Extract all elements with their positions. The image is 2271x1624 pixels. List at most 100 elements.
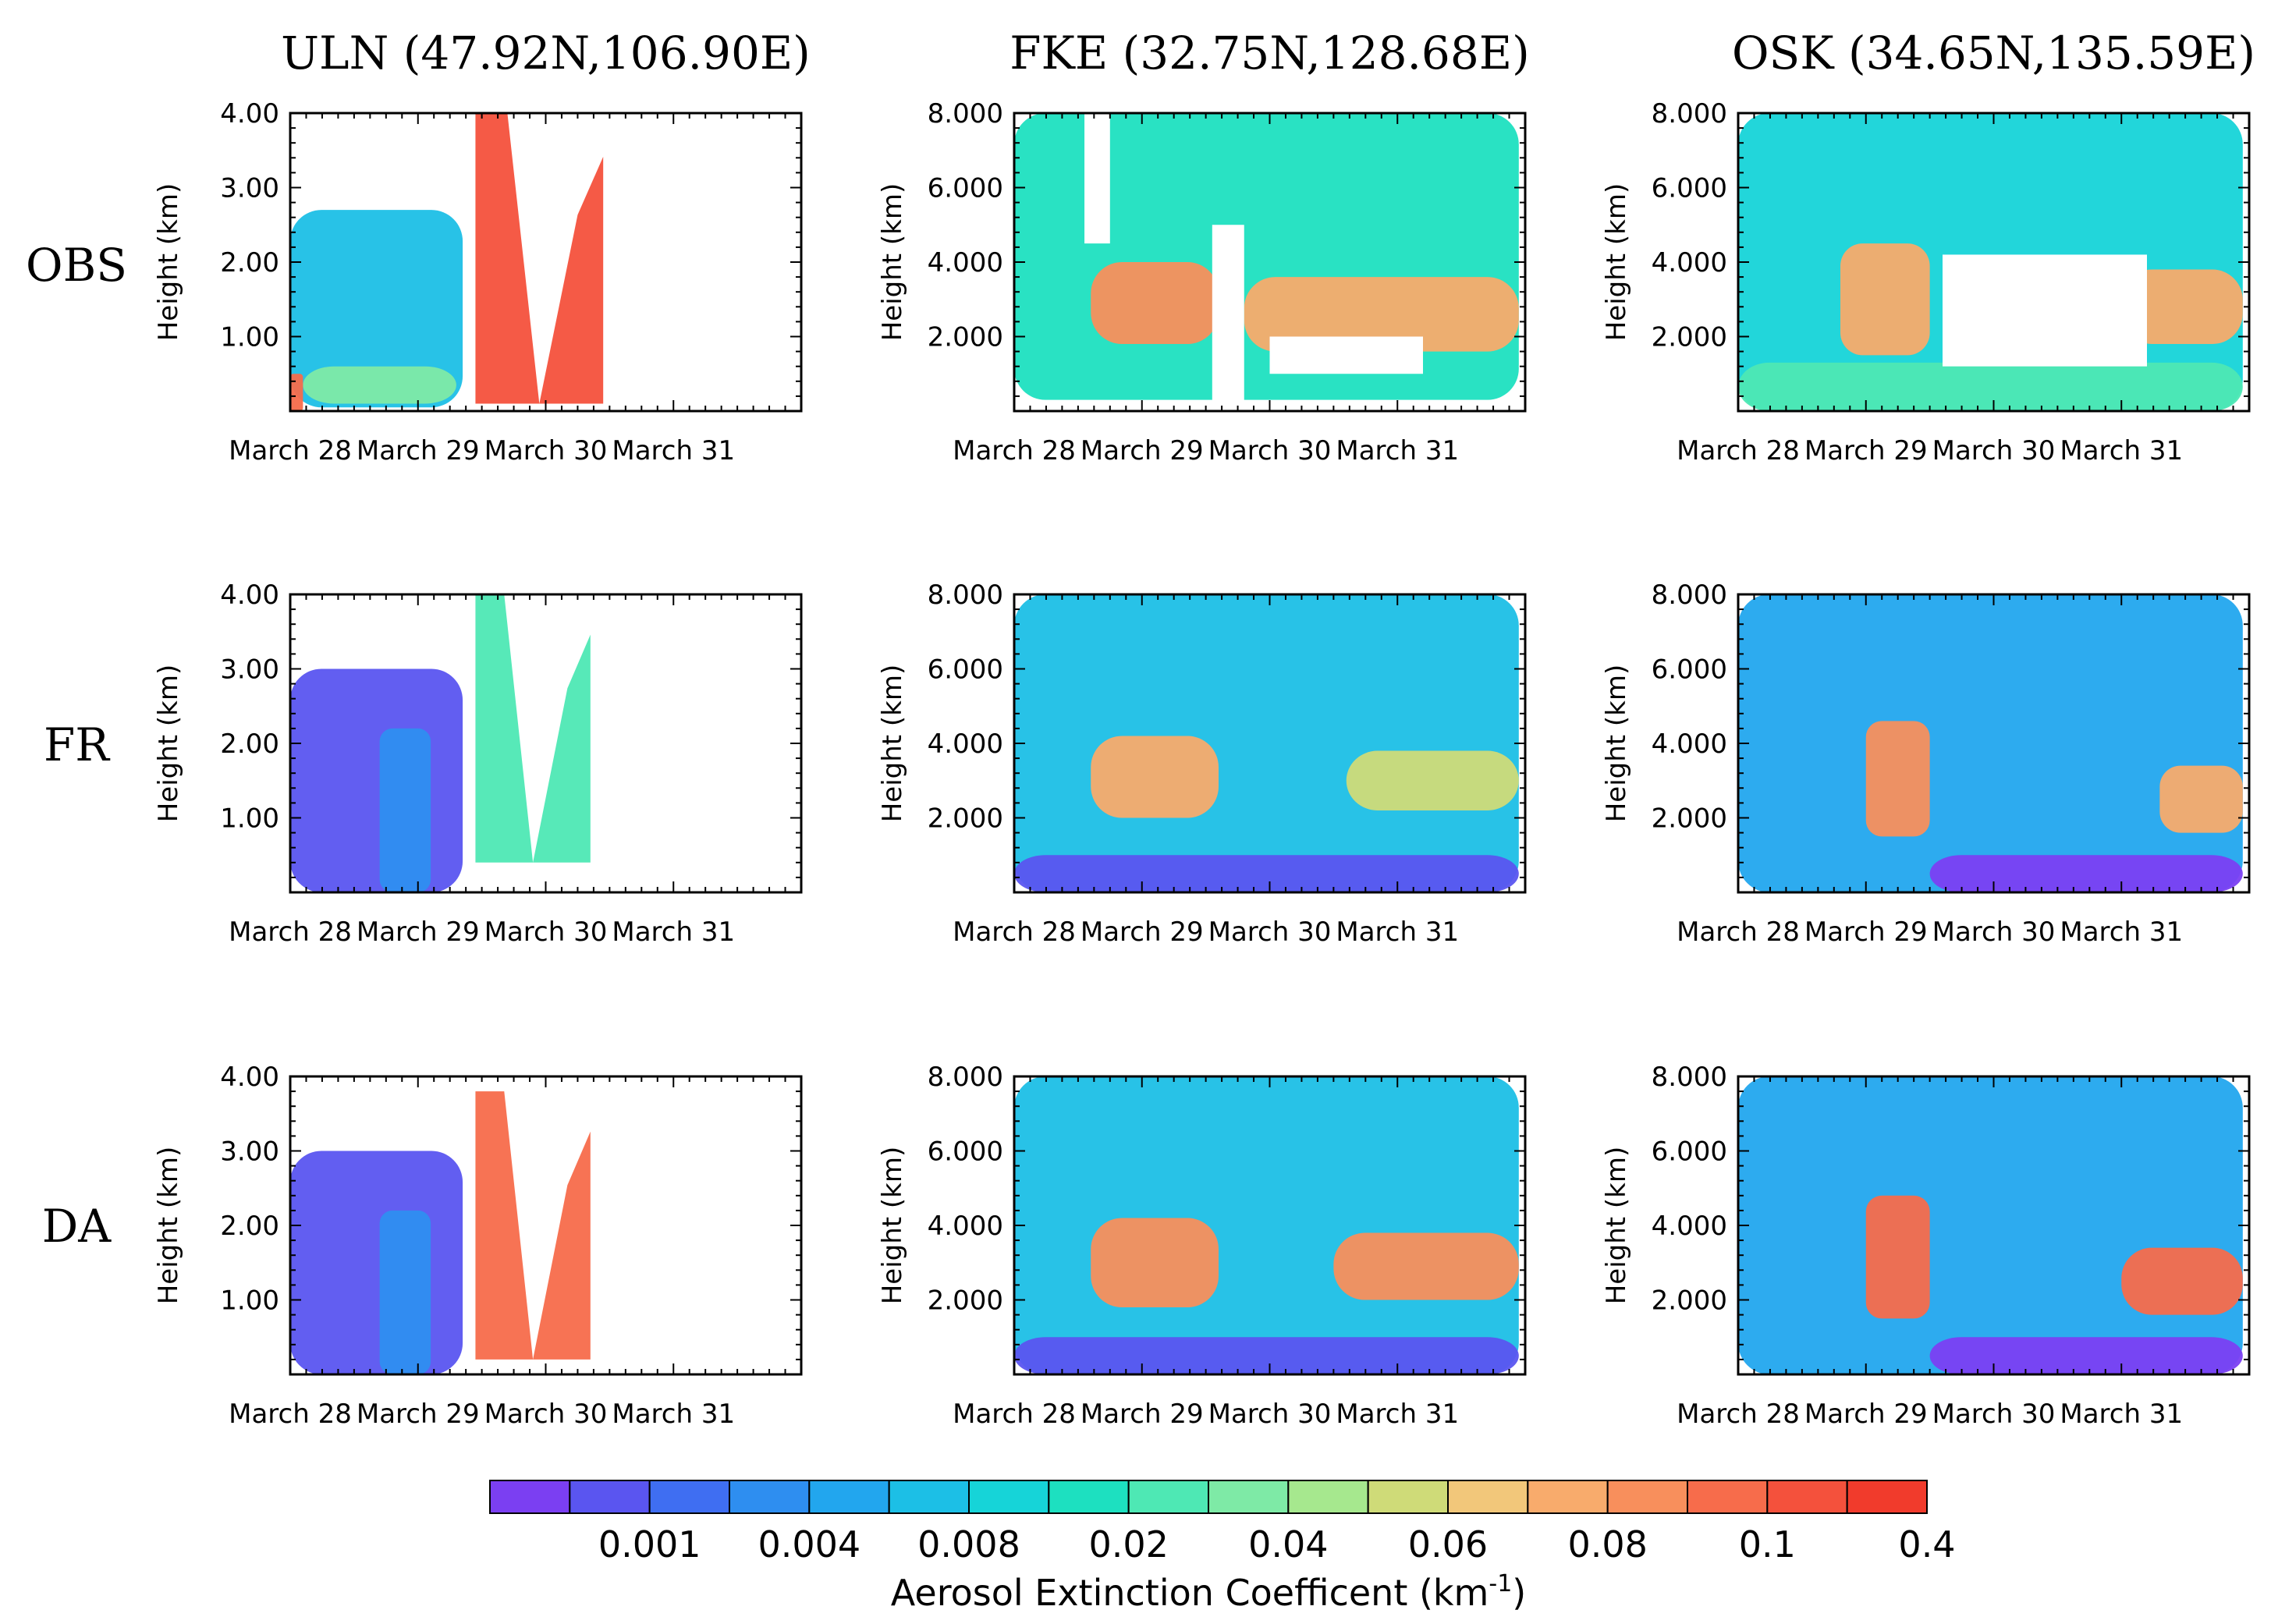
x-tick-label: March 31	[1336, 1399, 1459, 1430]
x-tick-label: March 30	[1932, 435, 2056, 466]
y-axis-label: Height (km)	[153, 1147, 184, 1305]
x-tick-label: March 29	[1080, 917, 1204, 948]
y-tick-label: 2.000	[1652, 1285, 1727, 1317]
aerosol-layer	[379, 1210, 431, 1374]
aerosol-plume	[475, 594, 591, 863]
y-axis-label: Height (km)	[153, 665, 184, 823]
aerosol-layer	[1014, 594, 1519, 892]
x-tick-label: March 30	[484, 917, 608, 948]
x-tick-label: March 29	[1804, 917, 1928, 948]
aerosol-layer	[1014, 1076, 1519, 1374]
y-tick-label: 8.000	[928, 98, 1003, 129]
colorbar-label: 0.08	[1567, 1523, 1647, 1565]
x-tick-label: March 29	[1080, 435, 1204, 466]
x-tick-label: March 30	[484, 435, 608, 466]
y-tick-label: 8.000	[1652, 98, 1727, 129]
x-tick-label: March 31	[612, 917, 735, 948]
y-tick-label: 4.00	[220, 1062, 279, 1093]
column-titles: ULN (47.92N,106.90E) FKE (32.75N,128.68E)…	[281, 27, 2255, 80]
aerosol-layer	[1014, 1337, 1519, 1374]
y-axis-label: Height (km)	[877, 183, 908, 342]
y-tick-label: 4.000	[928, 729, 1003, 760]
x-tick-label: March 28	[1677, 1399, 1800, 1430]
y-tick-label: 4.000	[928, 1211, 1003, 1242]
colorbar-title: Aerosol Extinction Coefficent (km-1)	[891, 1570, 1527, 1614]
row-label-da: DA	[42, 1200, 112, 1253]
colorbar-swatch	[888, 1480, 970, 1514]
y-axis-label: Height (km)	[1601, 183, 1632, 342]
aerosol-layer	[2121, 269, 2243, 345]
y-tick-label: 4.000	[928, 247, 1003, 278]
y-axis-label: Height (km)	[1601, 665, 1632, 823]
colorbar-swatch	[808, 1480, 890, 1514]
x-tick-label: March 31	[612, 1399, 735, 1430]
aerosol-layer	[290, 374, 303, 411]
row-label-fr: FR	[44, 718, 111, 771]
colorbar-swatch	[1208, 1480, 1290, 1514]
aerosol-layer	[1865, 1195, 1930, 1319]
data-gap	[1084, 113, 1110, 244]
x-tick-label: March 31	[1336, 435, 1459, 466]
x-tick-label: March 29	[357, 1399, 480, 1430]
aerosol-layer	[290, 210, 463, 408]
y-tick-label: 6.000	[1652, 654, 1727, 686]
aerosol-plume	[475, 113, 604, 404]
x-tick-label: March 31	[1336, 917, 1459, 948]
aerosol-layer	[1738, 594, 2243, 892]
x-tick-label: March 29	[357, 435, 480, 466]
x-tick-label: March 28	[953, 1399, 1076, 1430]
x-tick-label: March 31	[2060, 1399, 2183, 1430]
x-tick-label: March 28	[953, 435, 1076, 466]
y-tick-label: 8.000	[1652, 580, 1727, 611]
colorbar-label: 0.02	[1088, 1523, 1168, 1565]
x-tick-label: March 28	[1677, 435, 1800, 466]
y-tick-label: 6.000	[1652, 173, 1727, 204]
aerosol-plume	[475, 1091, 591, 1360]
y-tick-label: 3.00	[220, 1136, 279, 1168]
y-tick-label: 3.00	[220, 173, 279, 204]
x-tick-label: March 30	[1932, 1399, 2056, 1430]
y-tick-label: 3.00	[220, 654, 279, 686]
panel-fr-uln: 4.00 3.00 2.00 1.00 March 28 March 29 March 30…	[153, 580, 803, 948]
aerosol-layer	[1091, 262, 1219, 345]
y-tick-label: 2.000	[928, 322, 1003, 353]
x-tick-label: March 31	[2060, 435, 2183, 466]
x-tick-label: March 30	[1208, 1399, 1332, 1430]
y-tick-label: 8.000	[928, 580, 1003, 611]
x-tick-label: March 29	[1804, 1399, 1928, 1430]
aerosol-layer	[1929, 1337, 2243, 1374]
y-tick-label: 2.000	[1652, 803, 1727, 835]
row-labels: OBS FR DA	[26, 239, 127, 1253]
colorbar-swatch	[1127, 1480, 1209, 1514]
colorbar-swatch	[1447, 1480, 1529, 1514]
panel-obs-uln: 4.00 3.00 2.00 1.00 March 28 March 29 March 30…	[153, 98, 803, 466]
aerosol-layer	[1333, 1232, 1519, 1300]
y-axis-label: Height (km)	[153, 183, 184, 342]
x-tick-label: March 30	[1208, 435, 1332, 466]
colorbar-label: 0.001	[598, 1523, 701, 1565]
panel-da-uln: 4.00 3.00 2.00 1.00 March 28 March 29 March 30…	[153, 1062, 803, 1430]
y-tick-label: 6.000	[1652, 1136, 1727, 1168]
y-tick-label: 8.000	[928, 1062, 1003, 1093]
data-gap	[1943, 254, 2147, 367]
colorbar-swatch	[569, 1480, 651, 1514]
colorbar-swatch	[1606, 1480, 1689, 1514]
aerosol-layer	[1244, 277, 1519, 352]
aerosol-layer	[379, 728, 431, 892]
colorbar-swatch	[1287, 1480, 1369, 1514]
aerosol-layer	[1014, 855, 1519, 892]
colorbar: 0.001 0.004 0.008 0.02 0.04 0.06 0.08 0.1 0.4 Aer…	[489, 1480, 1956, 1614]
x-tick-label: March 28	[229, 917, 352, 948]
data-gap	[1269, 336, 1423, 374]
colorbar-swatch	[489, 1480, 571, 1514]
aerosol-layer	[1091, 736, 1219, 818]
colorbar-swatch	[648, 1480, 731, 1514]
